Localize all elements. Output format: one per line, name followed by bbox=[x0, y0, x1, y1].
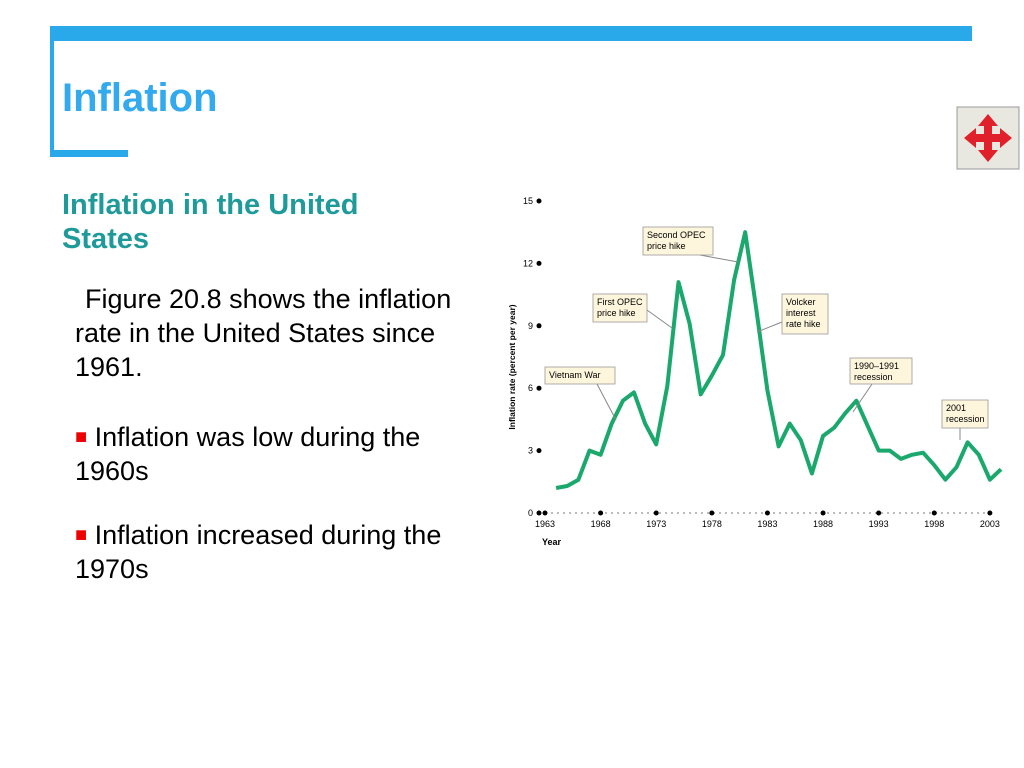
y-tick bbox=[536, 198, 542, 204]
annotation-text: recession bbox=[854, 372, 893, 382]
annotation-box bbox=[849, 357, 913, 385]
y-tick bbox=[536, 448, 542, 454]
y-axis-label: Inflation rate (percent per year) bbox=[507, 304, 517, 429]
y-tick bbox=[536, 385, 542, 391]
x-tick-label: 1983 bbox=[757, 519, 777, 529]
x-tick-label: 1978 bbox=[702, 519, 722, 529]
nav-icon[interactable] bbox=[956, 106, 1020, 170]
annotation-box bbox=[781, 293, 829, 335]
annotation-text: price hike bbox=[597, 308, 636, 318]
x-tick bbox=[820, 510, 826, 516]
y-tick-label: 15 bbox=[523, 196, 533, 206]
slide-title: Inflation bbox=[62, 76, 218, 120]
x-tick bbox=[876, 510, 882, 516]
annotation-text: Volcker bbox=[786, 297, 816, 307]
y-tick-label: 3 bbox=[528, 446, 533, 456]
leader-line bbox=[756, 321, 783, 333]
y-tick-label: 12 bbox=[523, 258, 533, 268]
bottom-bar bbox=[50, 150, 128, 157]
subtitle: Inflation in the United States bbox=[62, 189, 359, 255]
x-tick bbox=[764, 510, 770, 516]
line-series bbox=[555, 230, 1003, 490]
x-axis-label: Year bbox=[542, 537, 562, 547]
x-tick bbox=[542, 510, 548, 516]
chart: 0 3 6 9 12 15 1963 1968 1973 1978 1983 1988 1993 1998… bbox=[507, 196, 1003, 547]
annotation-text: recession bbox=[946, 414, 985, 424]
x-tick-label: 1993 bbox=[869, 519, 889, 529]
x-tick bbox=[653, 510, 659, 516]
y-tick bbox=[536, 260, 542, 266]
annotation-text: rate hike bbox=[786, 319, 821, 329]
intro: Figure 20.8 shows the inflation rate in … bbox=[75, 284, 452, 382]
bullet-text: Inflation increased during the 1970s bbox=[75, 520, 442, 584]
y-tick-label: 9 bbox=[528, 321, 533, 331]
x-tick bbox=[709, 510, 715, 516]
annotation-box bbox=[544, 366, 616, 385]
y-tick-label: 0 bbox=[528, 508, 533, 518]
annotation-text: Vietnam War bbox=[549, 370, 601, 380]
annotation-text: price hike bbox=[647, 241, 686, 251]
annotation-box bbox=[941, 399, 989, 429]
annotation-text: 1990–1991 bbox=[854, 361, 899, 371]
annotation-box bbox=[592, 293, 648, 323]
top-bar bbox=[50, 26, 972, 41]
x-tick-label: 1968 bbox=[591, 519, 611, 529]
x-tick-label: 1998 bbox=[924, 519, 944, 529]
x-tick-label: 2003 bbox=[980, 519, 1000, 529]
x-tick-label: 1973 bbox=[646, 519, 666, 529]
annotation-box bbox=[642, 226, 714, 256]
leader-line bbox=[646, 309, 673, 329]
bullet: ■ Inflation increased during the 1970s bbox=[75, 520, 442, 584]
annotation-text: 2001 bbox=[946, 403, 966, 413]
x-tick-label: 1963 bbox=[535, 519, 555, 529]
icon-arrows bbox=[964, 114, 1012, 162]
bullet: ■ Inflation was low during the 1960s bbox=[75, 422, 421, 486]
y-tick bbox=[536, 510, 542, 516]
y-tick-label: 6 bbox=[528, 383, 533, 393]
leader-line bbox=[852, 383, 873, 413]
annotation-text: First OPEC bbox=[597, 297, 643, 307]
annotation-text: Second OPEC bbox=[647, 230, 706, 240]
x-tick bbox=[987, 510, 993, 516]
x-tick-label: 1988 bbox=[813, 519, 833, 529]
left-bar bbox=[50, 26, 54, 157]
annotation-text: interest bbox=[786, 308, 816, 318]
bullet-text: Inflation was low during the 1960s bbox=[75, 422, 421, 486]
x-tick bbox=[598, 510, 604, 516]
y-tick bbox=[536, 323, 542, 329]
leader-line bbox=[699, 254, 739, 263]
leader-line bbox=[596, 383, 617, 421]
x-tick bbox=[931, 510, 937, 516]
